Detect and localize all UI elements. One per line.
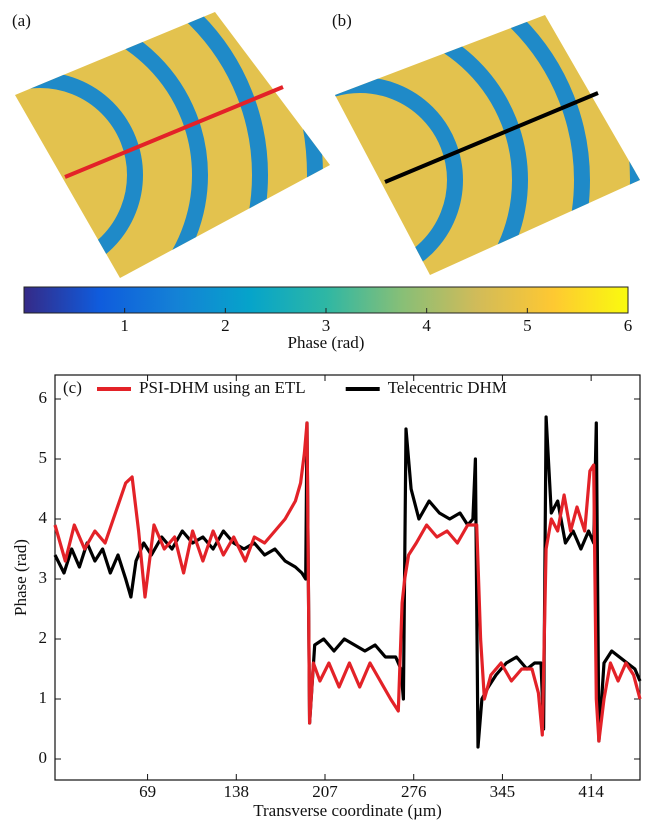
x-tick-label: 276 — [401, 782, 427, 801]
figure: (a) (b) 123456Phase (rad)012345669138207… — [0, 0, 657, 822]
x-tick-label: 5 — [523, 316, 532, 335]
y-tick-label: 5 — [39, 448, 48, 467]
x-tick-label: 345 — [490, 782, 516, 801]
data-line — [55, 423, 640, 741]
x-tick-label: 207 — [312, 782, 338, 801]
x-tick-label: 1 — [120, 316, 129, 335]
x-tick-label: 4 — [422, 316, 431, 335]
y-tick-label: 3 — [39, 568, 48, 587]
legend-label: Telecentric DHM — [388, 378, 507, 397]
colorbar-label: Phase (rad) — [288, 333, 365, 352]
panel-label: (c) — [63, 378, 82, 397]
y-tick-label: 4 — [39, 508, 48, 527]
x-tick-label: 2 — [221, 316, 230, 335]
x-tick-label: 138 — [224, 782, 250, 801]
x-tick-label: 414 — [578, 782, 604, 801]
x-tick-label: 69 — [139, 782, 156, 801]
panel-label: (a) — [12, 11, 31, 30]
legend-label: PSI-DHM using an ETL — [139, 378, 306, 397]
y-tick-label: 0 — [39, 748, 48, 767]
x-axis-label: Transverse coordinate (µm) — [253, 801, 442, 820]
y-tick-label: 2 — [39, 628, 48, 647]
y-tick-label: 1 — [39, 688, 48, 707]
y-axis-label: Phase (rad) — [11, 539, 30, 616]
panel-label: (b) — [332, 11, 352, 30]
y-tick-label: 6 — [39, 388, 48, 407]
x-tick-label: 6 — [624, 316, 633, 335]
